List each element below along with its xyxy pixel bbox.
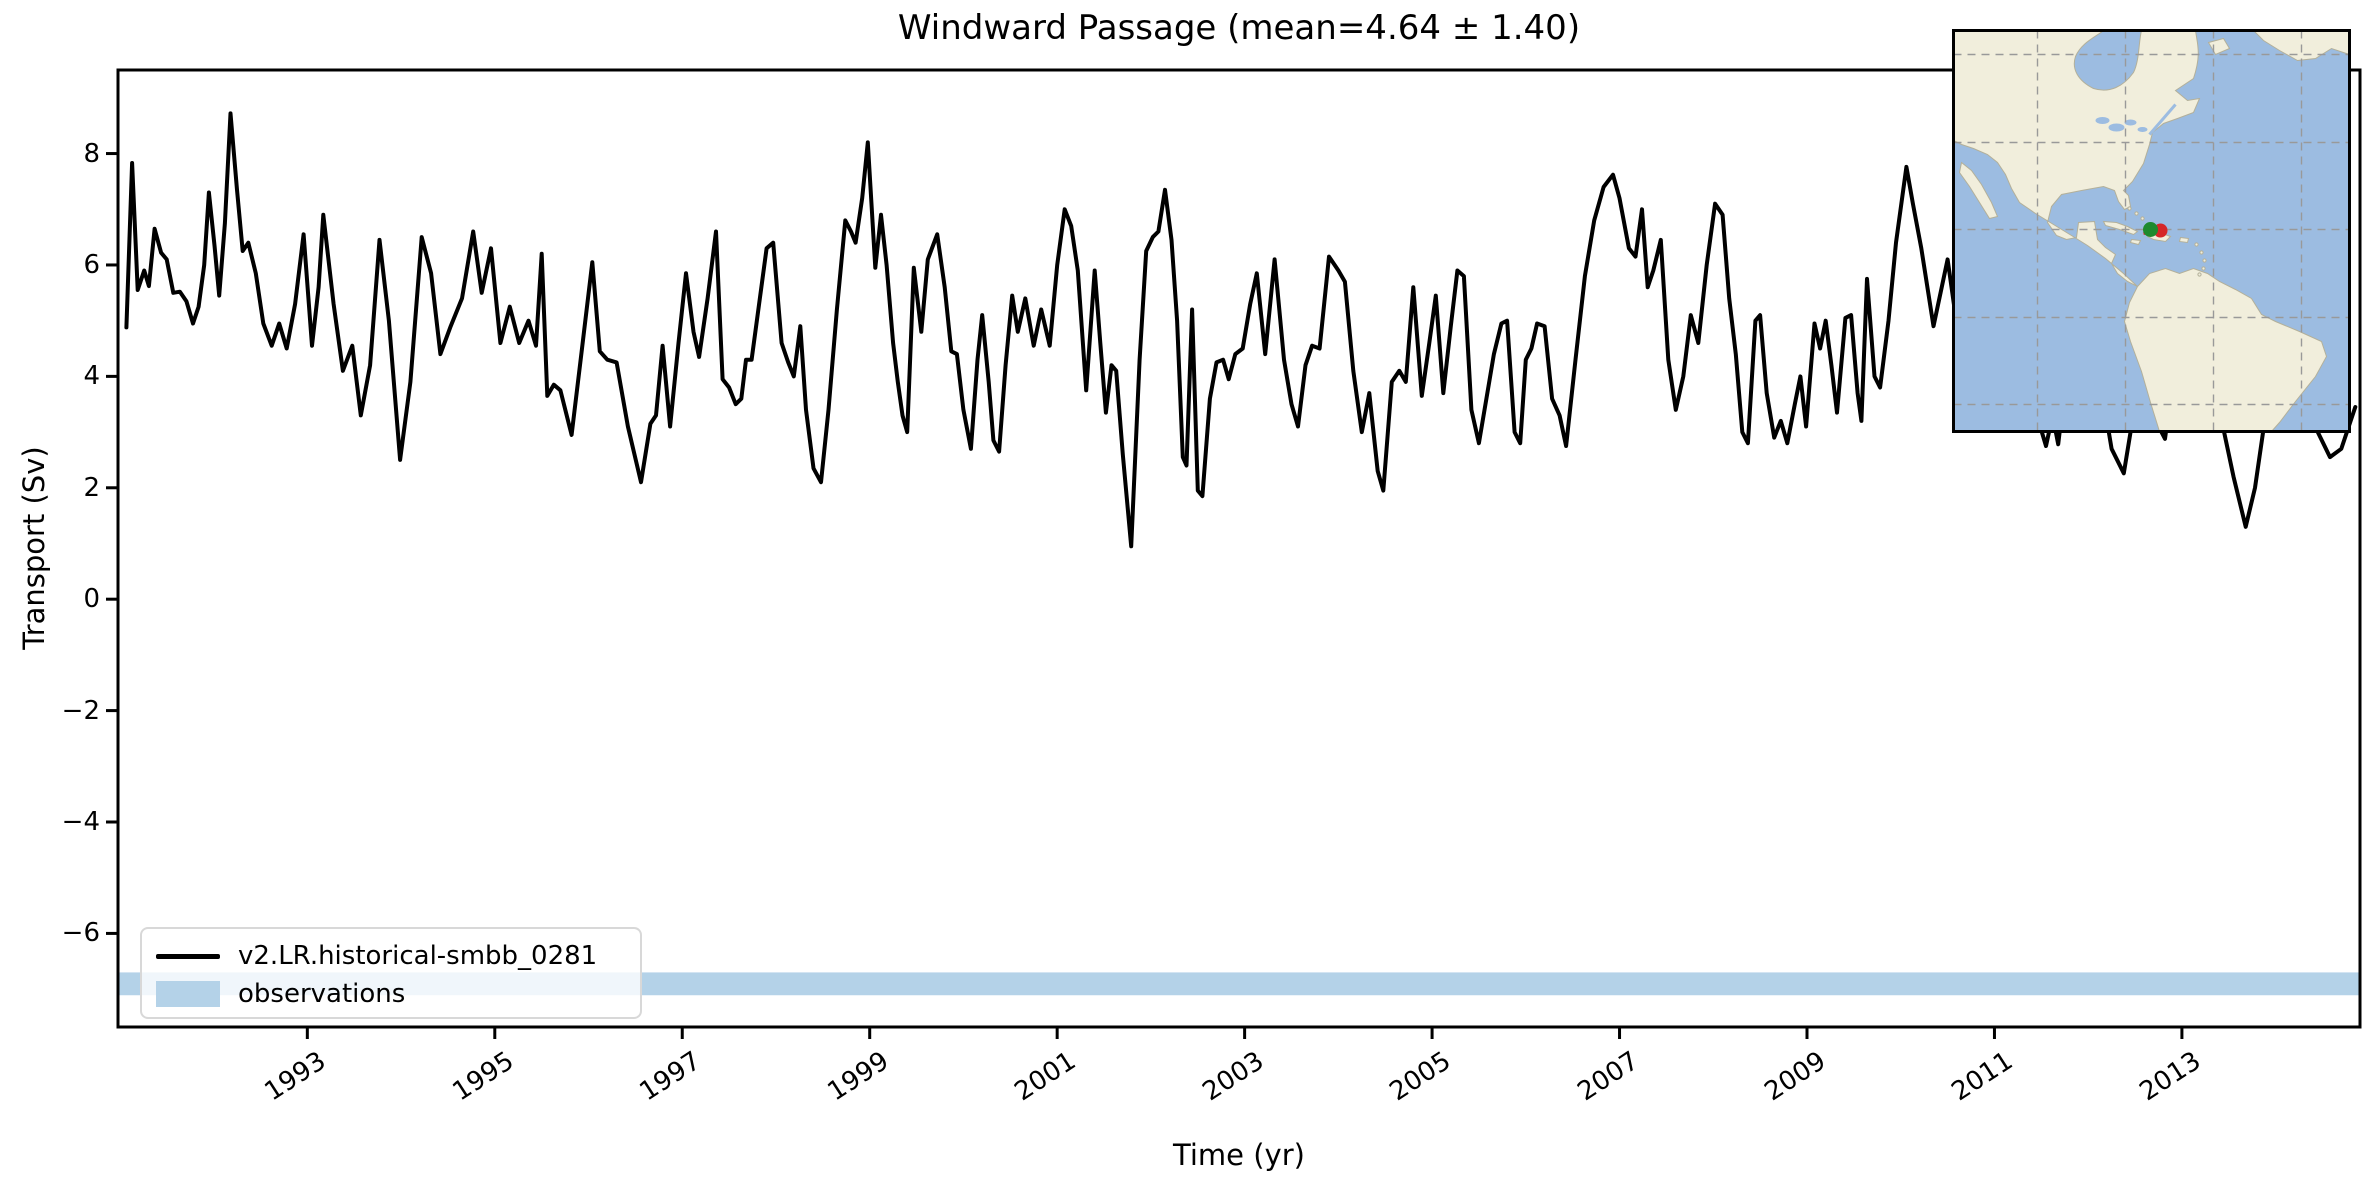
y-tick-label: 0 (83, 584, 100, 615)
legend: v2.LR.historical-smbb_0281 observations (140, 927, 642, 1019)
map-border (1952, 29, 2351, 433)
y-tick-label: 6 (83, 249, 100, 280)
y-tick-label: −6 (61, 918, 100, 949)
legend-label-observations: observations (238, 979, 406, 1009)
legend-entry-model: v2.LR.historical-smbb_0281 (156, 937, 640, 975)
y-tick-label: 4 (83, 361, 100, 392)
observations-band (119, 972, 2359, 996)
legend-label-model: v2.LR.historical-smbb_0281 (238, 941, 598, 971)
y-tick-label: −2 (61, 695, 100, 726)
legend-entry-observations: observations (156, 975, 640, 1013)
model-series-line (124, 111, 2358, 549)
map-lakes (2095, 103, 2177, 136)
x-axis-label: Time (yr) (1173, 1138, 1305, 1172)
passage-marker-green-icon (2143, 222, 2158, 237)
tick-marks (106, 152, 2184, 1039)
y-tick-label: 2 (83, 472, 100, 503)
location-map-inset (1952, 29, 2351, 433)
chart-title: Windward Passage (mean=4.64 ± 1.40) (897, 8, 1581, 48)
model-line-swatch (156, 953, 220, 959)
y-tick-label: 8 (83, 138, 100, 169)
y-tick-label: −4 (61, 807, 100, 837)
axes-spines (116, 68, 2362, 1029)
observations-patch-swatch (156, 981, 220, 1007)
